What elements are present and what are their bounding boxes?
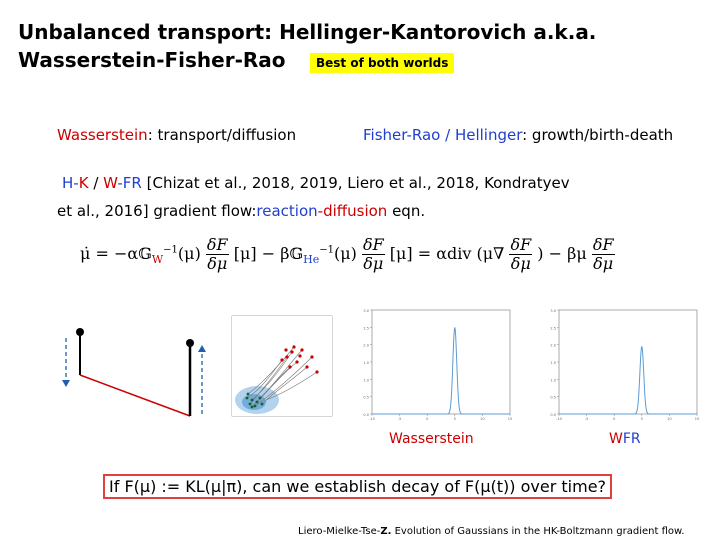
eq-frac-2-den: δμ <box>363 254 384 273</box>
x-tick-label: 5 <box>454 417 456 421</box>
eq-frac-3-den: δμ <box>510 254 531 273</box>
reaction-diffusion-dash: - <box>317 202 324 220</box>
wasserstein-density-chart: 0.0 0.5 1.0 1.5 2.0 2.5 3.0 -10 -5 0 5 10 15 <box>363 309 512 421</box>
best-of-both-worlds-badge: Best of both worlds <box>310 53 455 73</box>
y-tick-label: 3.0 <box>550 309 556 313</box>
transport-path <box>79 374 191 417</box>
source-mass-dot <box>76 328 84 336</box>
eqn-text: eqn. <box>387 202 426 220</box>
fisher-rao-slash: / <box>440 126 455 144</box>
wfr-density-chart: 0.0 0.5 1.0 1.5 2.0 2.5 3.0 -10 -5 0 5 10 15 <box>550 309 699 421</box>
x-tick-label: 5 <box>641 417 643 421</box>
eq-frac-3-num: δF <box>509 235 533 255</box>
gradient-flow-line: et al., 2016] gradient flow:reaction-dif… <box>57 202 425 220</box>
hk-wfr-slash: / <box>88 174 104 192</box>
eq-frac-4-den: δμ <box>593 254 614 273</box>
research-question-box: If F(μ) := KL(μ|π), can we establish dec… <box>103 474 613 499</box>
particle-trajectories-plot <box>231 315 333 417</box>
y-tick-label: 1.0 <box>550 378 556 382</box>
wasserstein-description: Wasserstein: transport/diffusion <box>57 126 296 144</box>
eq-sub-w: W <box>151 253 164 267</box>
eq-middle: [μ] = αdiv (μ∇ <box>389 244 505 263</box>
wfr-caption-fr: FR <box>622 431 641 447</box>
mass-transport-diagram <box>62 328 206 417</box>
x-tick-label: -10 <box>556 417 562 421</box>
wasserstein-term: Wasserstein <box>57 126 148 144</box>
hk-wfr-citation-line: H-K / W-FR [Chizat et al., 2018, 2019, L… <box>62 174 570 192</box>
density-curve <box>559 346 697 415</box>
eq-sup-inv-2: −1 <box>319 244 334 256</box>
x-tick-label: 0 <box>426 417 428 421</box>
y-tick-label: 0.0 <box>550 413 556 417</box>
y-tick-label: 0.5 <box>363 396 369 400</box>
grow-arrowhead <box>198 345 206 352</box>
citation-text: [Chizat et al., 2018, 2019, Liero et al.… <box>141 174 570 192</box>
slide-title-line1: Unbalanced transport: Hellinger-Kantorov… <box>18 20 597 44</box>
x-tick-label: 15 <box>508 417 512 421</box>
k-letter: K <box>78 174 89 192</box>
eq-sub-he: He <box>303 253 320 267</box>
y-tick-label: 1.5 <box>550 361 556 365</box>
y-tick-label: 2.5 <box>550 326 556 330</box>
y-tick-label: 1.0 <box>363 378 369 382</box>
y-tick-label: 2.0 <box>550 344 556 348</box>
fisher-rao-term: Fisher-Rao <box>363 126 441 144</box>
x-tick-label: 10 <box>480 417 484 421</box>
citation-title: Evolution of Gaussians in the HK-Boltzma… <box>391 526 685 537</box>
eq-frac-3: δF δμ <box>509 235 533 273</box>
density-curve <box>372 327 510 415</box>
fisher-rao-description: Fisher-Rao / Hellinger: growth/birth-dea… <box>363 126 673 144</box>
eq-frac-1-den: δμ <box>207 254 228 273</box>
y-tick-label: 1.5 <box>363 361 369 365</box>
chart-frame <box>371 309 511 415</box>
gradient-flow-equation: μ̇ = −α𝔾W−1(μ) δF δμ [μ] − β𝔾He−1(μ) δF δμ… <box>80 236 615 273</box>
wfr-caption: WFR <box>609 431 641 447</box>
eq-frac-1-num: δF <box>205 235 229 255</box>
x-tick-label: -5 <box>585 417 589 421</box>
reaction-term: reaction <box>256 202 318 220</box>
eq-frac-1: δF δμ <box>205 235 229 273</box>
x-tick-label: -5 <box>398 417 402 421</box>
fr-letters: FR <box>122 174 142 192</box>
eq-mu-paren-1: (μ) <box>177 244 201 263</box>
x-tick-label: -10 <box>369 417 375 421</box>
eq-close: ) − βμ <box>537 244 587 263</box>
eq-frac-2: δF δμ <box>361 235 385 273</box>
eq-frac-4-num: δF <box>591 235 615 255</box>
eq-sup-inv-1: −1 <box>163 244 178 256</box>
eq-bracket-1: [μ] − β𝔾 <box>233 244 304 263</box>
w-letter: W <box>103 174 118 192</box>
target-mass-dot <box>186 339 194 347</box>
eq-mu-paren-2: (μ) <box>333 244 357 263</box>
y-tick-label: 3.0 <box>363 309 369 313</box>
target-particles <box>245 392 264 409</box>
x-tick-label: 0 <box>613 417 615 421</box>
hellinger-desc: : growth/birth-death <box>522 126 674 144</box>
citation-authors: Liero-Mielke-Tse- <box>298 526 381 537</box>
eq-frac-4: δF δμ <box>591 235 615 273</box>
wasserstein-caption: Wasserstein <box>389 431 474 447</box>
slide-title-line2: Wasserstein-Fisher-Rao <box>18 48 286 72</box>
h-letter: H <box>62 174 74 192</box>
x-tick-label: 15 <box>695 417 699 421</box>
source-particles <box>280 345 319 374</box>
eq-lhs: μ̇ = −α𝔾 <box>80 244 152 263</box>
citation-bold-author: Z. <box>380 526 392 537</box>
y-tick-label: 2.0 <box>363 344 369 348</box>
chart-frame <box>558 309 698 415</box>
x-tick-label: 10 <box>667 417 671 421</box>
y-tick-label: 0.5 <box>550 396 556 400</box>
hk-dash: - <box>73 174 79 192</box>
eq-frac-2-num: δF <box>361 235 385 255</box>
wfr-dash: - <box>117 174 123 192</box>
diffusion-term: diffusion <box>323 202 388 220</box>
y-tick-label: 2.5 <box>363 326 369 330</box>
y-tick-label: 0.0 <box>363 413 369 417</box>
reference-citation: Liero-Mielke-Tse-Z. Evolution of Gaussia… <box>298 526 684 537</box>
hellinger-term: Hellinger <box>454 126 523 144</box>
wasserstein-desc: : transport/diffusion <box>147 126 297 144</box>
shrink-arrowhead <box>62 380 70 387</box>
wfr-caption-w: W <box>609 431 623 447</box>
gradient-flow-text: et al., 2016] gradient flow: <box>57 202 257 220</box>
